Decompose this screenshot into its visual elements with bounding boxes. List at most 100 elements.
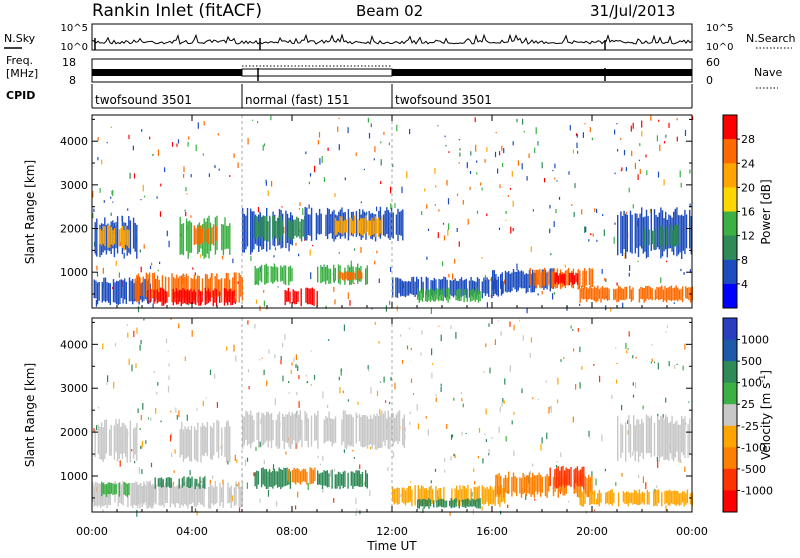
range-gate-cells (669, 286, 671, 301)
range-gate-cells (628, 415, 630, 453)
range-gate-cells (338, 271, 340, 280)
scatter-speck (376, 390, 379, 396)
scatter-speck (545, 380, 547, 383)
scatter-speck (149, 136, 151, 140)
range-gate-cells (102, 483, 105, 495)
scatter-speck (334, 193, 336, 198)
scatter-speck (168, 240, 170, 248)
range-gate-cells (321, 472, 324, 489)
range-gate-cells (433, 500, 435, 508)
range-gate-cells (372, 220, 375, 234)
range-gate-cells (661, 225, 663, 250)
range-gate-cells (182, 429, 185, 462)
scatter-speck (137, 306, 140, 313)
range-gate-cells (342, 410, 345, 442)
range-gate-cells (178, 478, 180, 489)
scatter-speck (147, 417, 150, 420)
scatter-speck (450, 434, 453, 440)
range-gate-cells (474, 290, 476, 302)
scatter-speck (160, 183, 162, 187)
range-gate-cells (275, 221, 277, 239)
range-gate-cells (504, 270, 507, 292)
range-gate-cells (177, 484, 180, 504)
scatter-speck (630, 125, 632, 132)
range-gate-cells (333, 264, 335, 282)
range-gate-cells (185, 273, 188, 302)
range-gate-cells (141, 282, 143, 303)
range-gate-cells (548, 270, 551, 285)
range-gate-cells (265, 263, 268, 284)
range-gate-cells (621, 288, 623, 301)
scatter-speck (248, 386, 250, 390)
scatter-speck (111, 190, 113, 195)
range-gate-cells (643, 492, 645, 505)
scatter-speck (558, 196, 561, 200)
range-gate-cells (449, 500, 451, 507)
range-gate-cells (240, 274, 242, 297)
scatter-speck (233, 344, 235, 352)
scatter-speck (446, 180, 448, 186)
scatter-speck (400, 493, 402, 498)
scatter-speck (136, 327, 138, 334)
scatter-speck (665, 331, 667, 333)
scatter-speck (438, 325, 440, 327)
range-gate-cells (130, 280, 132, 302)
range-gate-cells (227, 291, 229, 306)
range-gate-cells (495, 474, 497, 497)
range-gate-cells (544, 269, 547, 288)
range-gate-cells (657, 489, 660, 503)
scatter-speck (434, 468, 437, 472)
range-gate-cells (519, 271, 521, 288)
range-gate-cells (608, 288, 610, 301)
range-gate-cells (460, 488, 463, 503)
range-gate-cells (227, 225, 229, 249)
range-gate-cells (436, 500, 438, 508)
scatter-speck (266, 380, 268, 386)
scatter-speck (102, 343, 104, 350)
range-gate-cells (299, 471, 302, 485)
scatter-speck (259, 441, 261, 448)
range-gate-cells (285, 210, 287, 249)
range-gate-cells (358, 470, 360, 487)
range-gate-cells (476, 287, 478, 300)
velocity-label-sup: -1 (758, 375, 767, 383)
range-gate-cells (305, 287, 307, 303)
range-gate-cells (139, 277, 141, 296)
range-gate-cells (262, 215, 264, 237)
scatter-speck (632, 122, 634, 129)
range-gate-cells (282, 413, 284, 441)
scatter-speck (250, 256, 252, 261)
range-gate-cells (110, 424, 112, 456)
scatter-speck (628, 272, 630, 277)
range-gate-cells (211, 273, 213, 298)
range-gate-cells (479, 498, 481, 509)
range-gate-cells (350, 218, 352, 233)
range-gate-cells (333, 419, 335, 444)
range-gate-cells (686, 489, 689, 504)
scatter-speck (591, 471, 593, 477)
range-gate-cells (633, 489, 636, 504)
range-gate-cells (99, 229, 101, 245)
range-gate-cells (118, 482, 121, 497)
range-gate-cells (333, 209, 335, 242)
range-gate-cells (110, 483, 113, 494)
range-gate-cells (633, 415, 635, 452)
range-gate-cells (230, 485, 232, 509)
range-gate-cells (181, 477, 184, 488)
range-gate-cells (435, 279, 437, 295)
colorbar-swatch (723, 404, 737, 427)
scatter-speck (522, 118, 524, 125)
range-gate-cells (496, 279, 498, 296)
range-gate-cells (437, 499, 440, 507)
range-gate-cells (114, 282, 116, 303)
range-gate-cells (153, 272, 156, 297)
range-gate-cells (501, 272, 503, 294)
scatter-speck (444, 458, 446, 462)
range-gate-cells (149, 480, 151, 507)
scatter-speck (505, 211, 507, 214)
range-gate-cells (682, 215, 684, 251)
range-gate-cells (308, 288, 310, 305)
range-gate-cells (653, 490, 655, 507)
scatter-speck (281, 206, 283, 208)
scatter-speck (635, 357, 637, 359)
